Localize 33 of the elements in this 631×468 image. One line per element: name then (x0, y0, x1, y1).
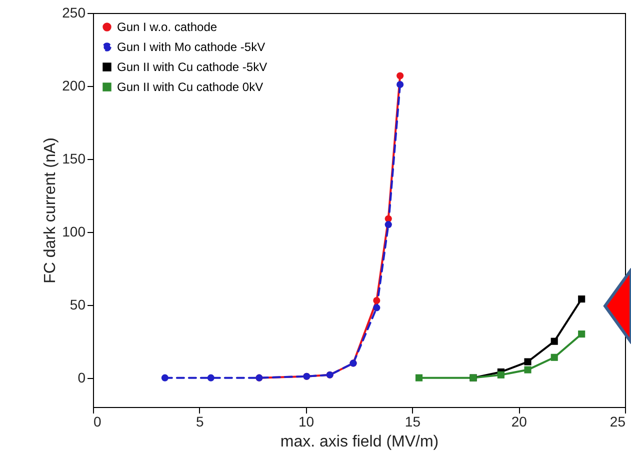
y-axis-title: FC dark current (nA) (42, 138, 60, 284)
point (396, 80, 404, 88)
y-tick-label: 200 (62, 77, 86, 94)
point (161, 374, 168, 382)
point (550, 354, 558, 361)
x-tick-label: 5 (196, 414, 204, 430)
point (384, 221, 392, 228)
legend-label: Gun I with Mo cathode -5kV (117, 40, 266, 54)
x-tick-label: 0 (94, 414, 102, 430)
x-tick-label: 20 (511, 414, 528, 430)
point (497, 371, 504, 378)
point (373, 304, 380, 312)
point (396, 72, 404, 80)
legend-label: Gun II with Cu cathode -5kV (117, 60, 268, 74)
point (550, 338, 558, 345)
x-axis-title: max. axis field (MV/m) (280, 434, 439, 450)
point (415, 374, 423, 382)
y-tick-label: 150 (62, 150, 86, 166)
legend-label: Gun II with Cu cathode 0kV (117, 80, 264, 94)
y-tick-label: 0 (78, 369, 86, 386)
y-tick-label: 100 (62, 223, 86, 240)
y-tick-label: 250 (62, 4, 86, 20)
x-tick-label: 10 (298, 414, 314, 430)
legend-label: Gun I w.o. cathode (117, 20, 218, 34)
x-tick-label: 25 (610, 414, 626, 430)
point (524, 358, 532, 366)
point (207, 374, 214, 382)
point (524, 366, 532, 374)
point (578, 295, 586, 303)
y-tick-label: 50 (70, 296, 86, 312)
point (373, 296, 380, 304)
x-tick-label: 15 (404, 414, 421, 430)
point (578, 330, 586, 338)
